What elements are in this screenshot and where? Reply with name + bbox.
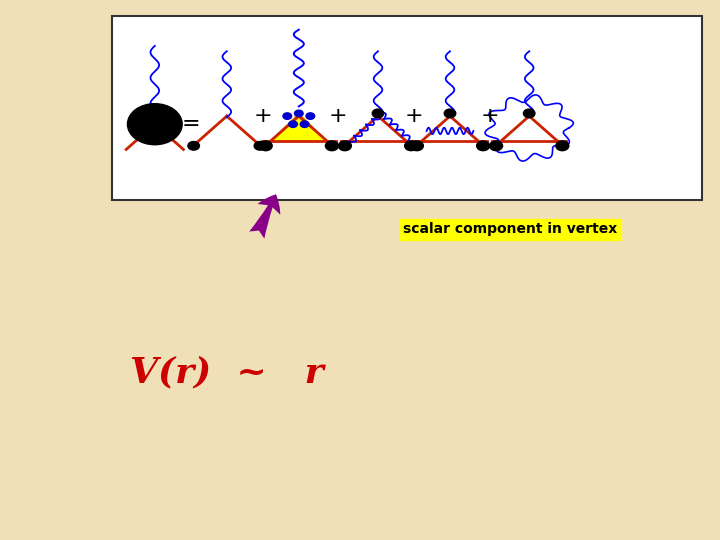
Circle shape [523,109,535,118]
Text: +: + [405,106,423,126]
Text: +: + [480,106,499,126]
Circle shape [283,113,292,119]
Text: scalar component in vertex: scalar component in vertex [403,222,618,237]
Text: +: + [329,106,348,126]
FancyBboxPatch shape [112,16,702,200]
Circle shape [405,141,418,151]
Circle shape [289,121,297,127]
Polygon shape [271,113,327,141]
Circle shape [372,109,384,118]
Circle shape [254,141,266,150]
Text: =: = [181,113,200,135]
Circle shape [259,141,272,151]
Text: V(r)  ~   r: V(r) ~ r [130,356,323,389]
Circle shape [477,141,490,151]
Circle shape [294,110,303,117]
Circle shape [410,141,423,151]
Text: +: + [253,106,272,126]
Circle shape [127,104,182,145]
Circle shape [300,121,309,127]
Circle shape [325,141,338,151]
Circle shape [338,141,351,151]
Circle shape [188,141,199,150]
Circle shape [444,109,456,118]
Circle shape [490,141,503,151]
Circle shape [306,113,315,119]
Circle shape [556,141,569,151]
